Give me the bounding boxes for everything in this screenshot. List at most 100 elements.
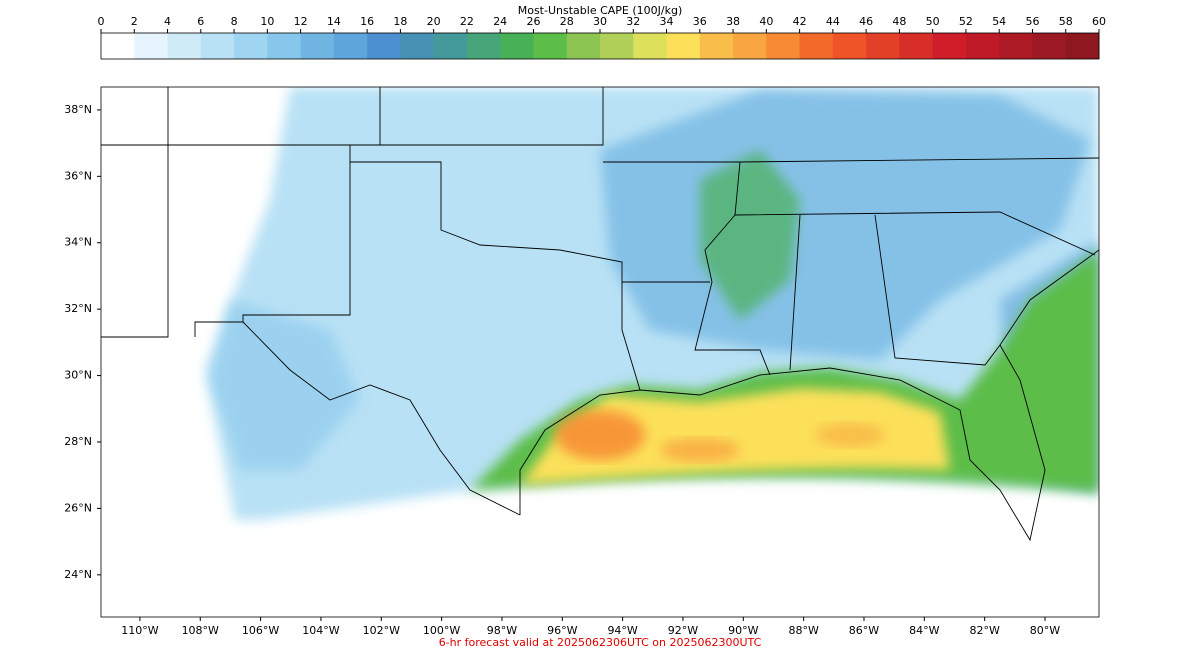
cape-yellow [520,388,950,485]
lon-tick-label: 90°W [728,624,758,637]
colorbar-tick-label: 22 [460,15,474,28]
colorbar-swatch [500,33,534,59]
colorbar-tick-label: 0 [98,15,105,28]
lon-tick-label: 84°W [909,624,939,637]
colorbar-tick-label: 12 [294,15,308,28]
colorbar: 0 2 4 6 8 10 12 14 16 18 20 22 24 26 28 30 32 34 36 38 40 42 4… [98,15,1106,59]
colorbar-swatch [733,33,767,59]
colorbar-tick-label: 14 [327,15,341,28]
lat-tick-label: 38°N [64,103,92,116]
colorbar-tick-label: 10 [260,15,274,28]
lon-tick-label: 106°W [242,624,279,637]
colorbar-tick-label: 50 [926,15,940,28]
lat-tick-label: 34°N [64,236,92,249]
colorbar-tick-label: 54 [992,15,1006,28]
colorbar-swatch [766,33,801,59]
colorbar-tick-label: 2 [131,15,138,28]
colorbar-tick-label: 46 [859,15,873,28]
lat-tick-label: 26°N [64,501,92,514]
colorbar-tick-label: 16 [360,15,374,28]
lat-tick-label: 28°N [64,435,92,448]
lat-tick-label: 36°N [64,169,92,182]
colorbar-swatch [200,33,235,59]
colorbar-swatch [400,33,435,59]
colorbar-tick-label: 58 [1059,15,1073,28]
colorbar-swatch [932,33,967,59]
colorbar-tick-label: 40 [759,15,773,28]
colorbar-swatch [699,33,734,59]
colorbar-frame [100,32,1100,60]
cape-orange [555,410,645,460]
colorbar-swatch [433,33,468,59]
lon-tick-label: 104°W [302,624,339,637]
lon-tick-label: 110°W [121,624,158,637]
colorbar-swatch [799,33,834,59]
colorbar-tick-label: 56 [1025,15,1039,28]
lon-tick-label: 108°W [182,624,219,637]
colorbar-tick-label: 28 [560,15,574,28]
lon-tick-label: 100°W [423,624,460,637]
colorbar-tick-label: 26 [526,15,540,28]
colorbar-swatch [167,33,202,59]
colorbar-swatch [333,33,368,59]
map-field [101,87,1099,542]
colorbar-tick-label: 8 [231,15,238,28]
colorbar-tick-label: 20 [427,15,441,28]
colorbar-swatch [134,33,169,59]
colorbar-swatch [600,33,634,59]
colorbar-swatch [965,33,1000,59]
colorbar-swatch [566,33,601,59]
cape-orange [815,423,885,447]
borders [101,87,1099,542]
colorbar-swatch [300,33,335,59]
colorbar-tick-label: 36 [693,15,707,28]
cape-orange [660,438,740,462]
colorbar-tick-label: 34 [660,15,674,28]
colorbar-swatch [1032,33,1067,59]
colorbar-swatch [101,33,135,59]
colorbar-tick-label: 48 [892,15,906,28]
colorbar-tick-label: 30 [593,15,607,28]
colorbar-swatch [234,33,268,59]
map-axes: 38°N 36°N 34°N 32°N 30°N 28°N 26°N 24°N 110°W 108… [64,103,1060,637]
colorbar-swatch [367,33,401,59]
colorbar-swatch [832,33,867,59]
map-frame [100,86,1100,618]
colorbar-tick-label: 44 [826,15,840,28]
colorbar-tick-label: 4 [164,15,171,28]
colorbar-swatch [866,33,900,59]
colorbar-swatch [466,33,501,59]
colorbar-tick-label: 60 [1092,15,1106,28]
lon-tick-label: 92°W [668,624,698,637]
lon-tick-label: 94°W [607,624,637,637]
colorbar-title: Most-Unstable CAPE (100J/kg) [518,4,683,17]
colorbar-swatch [666,33,701,59]
lon-tick-label: 80°W [1030,624,1060,637]
colorbar-tick-label: 42 [793,15,807,28]
lon-tick-label: 88°W [788,624,818,637]
cape-mid [210,300,360,470]
colorbar-swatch [633,33,668,59]
lat-tick-label: 24°N [64,568,92,581]
lon-tick-label: 82°W [969,624,999,637]
colorbar-swatch [533,33,568,59]
lon-tick-label: 86°W [849,624,879,637]
colorbar-swatch [899,33,934,59]
colorbar-tick-label: 52 [959,15,973,28]
lon-tick-label: 96°W [547,624,577,637]
colorbar-tick-label: 38 [726,15,740,28]
lat-tick-label: 30°N [64,369,92,382]
colorbar-tick-label: 18 [393,15,407,28]
colorbar-swatch [1065,33,1100,59]
lat-tick-label: 32°N [64,302,92,315]
cape-green [700,150,800,320]
lon-tick-label: 102°W [363,624,400,637]
colorbar-tick-label: 6 [197,15,204,28]
colorbar-tick-label: 32 [626,15,640,28]
lon-tick-label: 98°W [487,624,517,637]
colorbar-tick-label: 24 [493,15,507,28]
forecast-note: 6-hr forecast valid at 2025062306UTC on … [439,636,762,649]
colorbar-swatch [999,33,1033,59]
colorbar-swatch [267,33,302,59]
